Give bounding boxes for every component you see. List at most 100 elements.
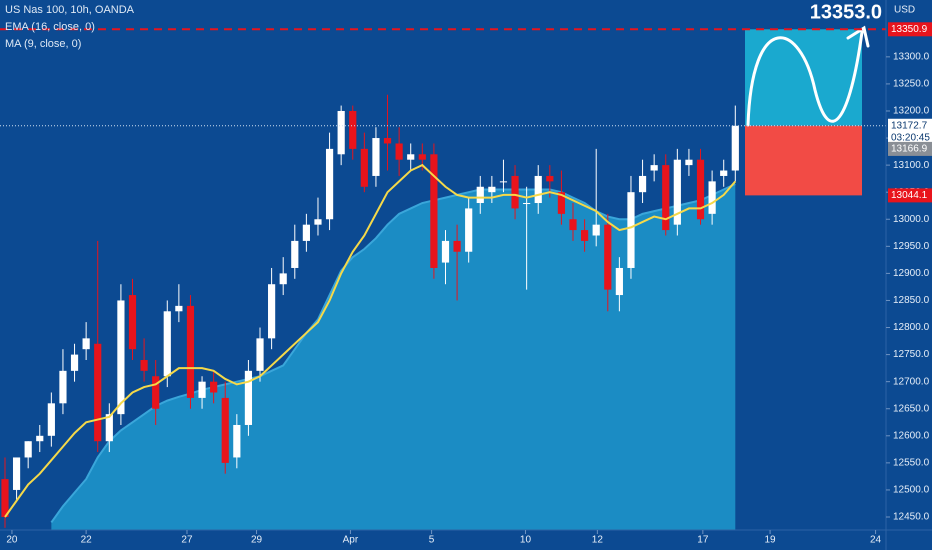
x-tick-label: 12 bbox=[592, 535, 604, 546]
candle-body bbox=[360, 148, 368, 187]
ema-label: 13166.9 bbox=[891, 144, 928, 155]
candle-body bbox=[604, 224, 612, 290]
x-tick-label: 19 bbox=[765, 535, 777, 546]
y-tick-label: 12800.0 bbox=[893, 322, 930, 333]
candle-body bbox=[708, 181, 716, 214]
candle-body bbox=[685, 159, 693, 166]
x-tick-label: 5 bbox=[429, 535, 435, 546]
candle-body bbox=[47, 403, 55, 436]
stop-zone bbox=[745, 125, 862, 196]
plot bbox=[0, 25, 886, 530]
x-tick-label: 10 bbox=[520, 535, 532, 546]
x-tick-label: 17 bbox=[697, 535, 709, 546]
candle-body bbox=[546, 175, 554, 182]
candle-body bbox=[476, 186, 484, 204]
y-tick-label: 12550.0 bbox=[893, 458, 930, 469]
y-tick-label: 13200.0 bbox=[893, 106, 930, 117]
candle-body bbox=[465, 208, 473, 252]
candle-body bbox=[581, 230, 589, 241]
y-tick-label: 12850.0 bbox=[893, 295, 930, 306]
candle-body bbox=[268, 284, 276, 339]
candle-body bbox=[94, 343, 102, 442]
candle-body bbox=[534, 175, 542, 204]
candle-body bbox=[673, 159, 681, 225]
currency-label: USD bbox=[894, 5, 915, 16]
candle-body bbox=[59, 370, 67, 404]
y-tick-label: 13000.0 bbox=[893, 214, 930, 225]
candle-body bbox=[407, 154, 415, 160]
candle-body bbox=[441, 240, 450, 263]
candle-body bbox=[244, 370, 253, 425]
x-tick-label: 22 bbox=[81, 535, 93, 546]
candle-body bbox=[198, 381, 206, 398]
candle-body bbox=[615, 267, 623, 296]
candle-body bbox=[302, 224, 310, 241]
projection-arrow bbox=[746, 25, 870, 127]
candle-body bbox=[279, 273, 287, 285]
candle-body bbox=[325, 148, 334, 220]
candle-body bbox=[720, 170, 728, 176]
x-tick-label: Apr bbox=[343, 535, 359, 546]
candle-body bbox=[662, 165, 670, 231]
candle-body bbox=[233, 424, 241, 458]
candle-body bbox=[557, 192, 566, 214]
price-label-bg bbox=[888, 118, 932, 145]
stop-label-bg bbox=[888, 188, 932, 203]
chart-title: US Nas 100, 10h, OANDA bbox=[5, 4, 135, 16]
y-tick-label: 12500.0 bbox=[893, 485, 930, 496]
candle-body bbox=[256, 338, 264, 371]
ema-label-bg bbox=[888, 141, 932, 156]
candle-body bbox=[499, 181, 508, 183]
ma-line bbox=[50, 183, 736, 524]
candle-body bbox=[592, 224, 600, 236]
candle-body bbox=[12, 457, 21, 490]
y-tick-label: 12900.0 bbox=[893, 268, 930, 279]
candle-body bbox=[163, 311, 171, 377]
candle-body bbox=[210, 381, 218, 393]
target-label-bg bbox=[888, 22, 932, 37]
ema-line bbox=[4, 163, 737, 518]
candle-body bbox=[638, 175, 647, 193]
y-tick-label: 13300.0 bbox=[893, 51, 930, 62]
candle-body bbox=[291, 240, 299, 268]
candle-body bbox=[337, 110, 345, 155]
y-tick-label: 12750.0 bbox=[893, 349, 930, 360]
candle-body bbox=[186, 305, 195, 398]
candle-body bbox=[627, 192, 635, 268]
candle-body bbox=[36, 435, 44, 442]
candle-body bbox=[511, 175, 519, 209]
x-tick-label: 27 bbox=[181, 535, 193, 546]
y-tick-label: 13100.0 bbox=[893, 160, 930, 171]
y-tick-label: 12650.0 bbox=[893, 403, 930, 414]
y-tick-label: 12450.0 bbox=[893, 512, 930, 523]
candle-body bbox=[314, 219, 322, 225]
annotation: 13353.0 bbox=[810, 1, 882, 23]
candle-body bbox=[349, 110, 357, 149]
x-tick-label: 29 bbox=[251, 535, 263, 546]
candle-body bbox=[650, 165, 658, 171]
candle-body bbox=[418, 154, 426, 160]
y-tick-label: 13250.0 bbox=[893, 79, 930, 90]
candle-body bbox=[1, 479, 9, 518]
candle-body bbox=[140, 360, 148, 371]
indicator-label: EMA (16, close, 0) bbox=[5, 21, 95, 33]
candle-body bbox=[70, 354, 79, 371]
price-label: 13172.7 bbox=[891, 120, 928, 131]
x-tick-label: 24 bbox=[870, 535, 882, 546]
candle-body bbox=[152, 376, 160, 409]
candle-body bbox=[372, 138, 380, 176]
candle-body bbox=[175, 305, 183, 312]
candle-body bbox=[523, 203, 531, 205]
candle-body bbox=[221, 397, 229, 463]
candle-body bbox=[430, 154, 438, 268]
x-tick-label: 20 bbox=[6, 535, 18, 546]
candle-body bbox=[82, 338, 90, 350]
candle-body bbox=[488, 186, 496, 193]
countdown-label: 03:20:45 bbox=[891, 132, 930, 143]
candle-body bbox=[105, 414, 113, 442]
candle-body bbox=[128, 295, 137, 350]
stop-label: 13044.1 bbox=[891, 190, 928, 201]
target-label: 13350.9 bbox=[891, 24, 928, 35]
